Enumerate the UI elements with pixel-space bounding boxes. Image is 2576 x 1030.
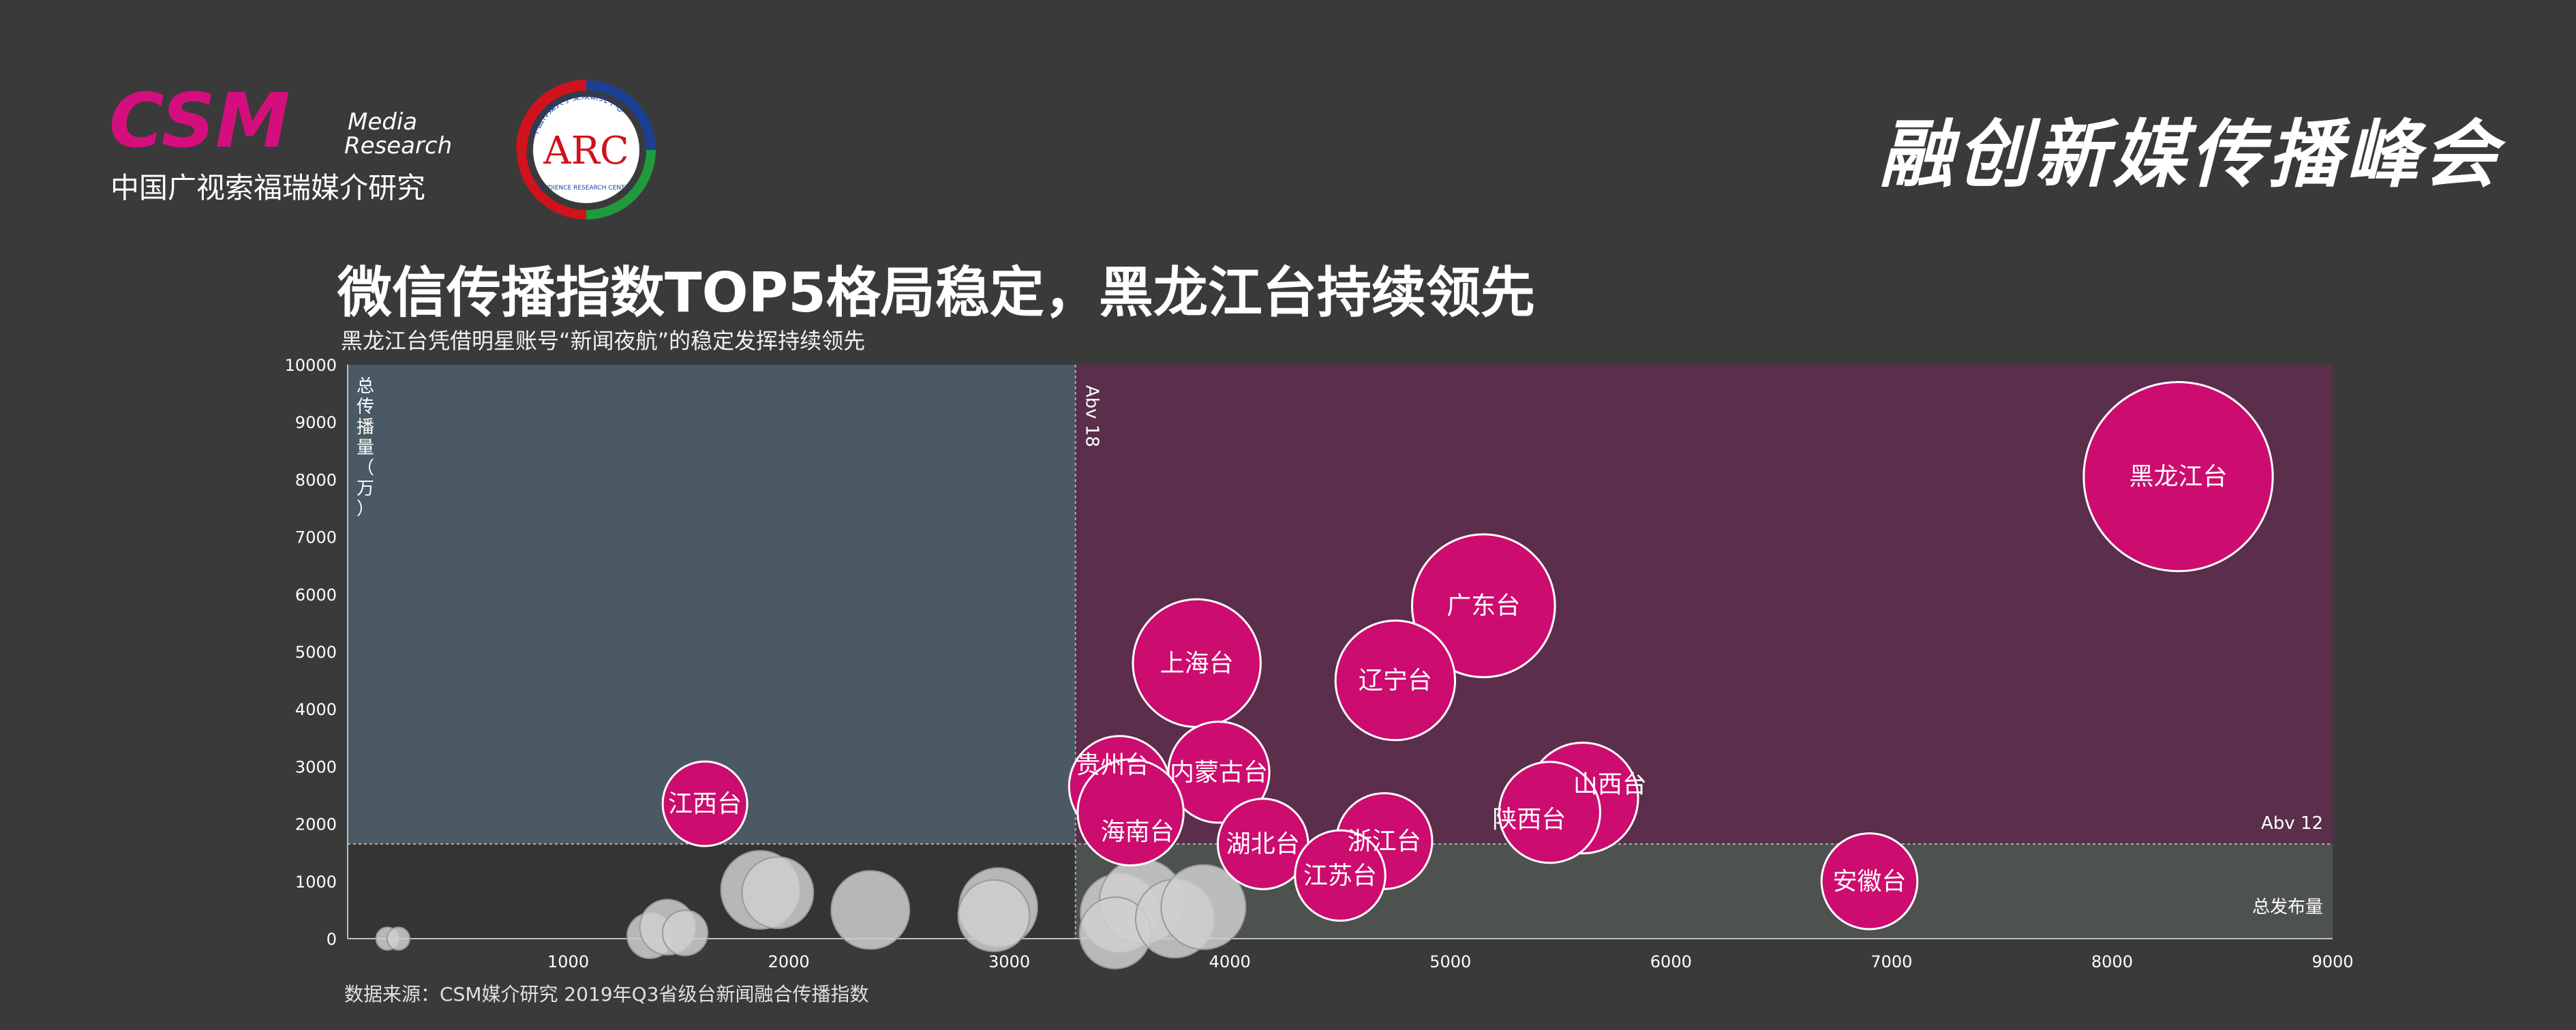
bubble-label: 安徽台 bbox=[1833, 868, 1907, 896]
arc-ring-text-bottom: AUDIENCE RESEARCH CENTER bbox=[540, 185, 633, 192]
quadrant-label-abv12: Abv 12 bbox=[2261, 813, 2323, 834]
x-tick-label: 3000 bbox=[988, 952, 1030, 971]
bubble-label: 湖北台 bbox=[1226, 830, 1300, 858]
y-axis-label-char: 播 bbox=[357, 417, 374, 438]
bubble-label: 贵州台 bbox=[1076, 751, 1149, 779]
chart-headline: 微信传播指数TOP5格局稳定，黑龙江台持续领先 bbox=[337, 261, 1535, 324]
y-axis-label-char: 传 bbox=[357, 397, 374, 417]
y-axis-label-char: （ bbox=[357, 458, 374, 479]
bubble-label: 浙江台 bbox=[1348, 828, 1421, 855]
arc-red-ring-lower bbox=[517, 149, 587, 219]
arc-red-ring bbox=[516, 80, 587, 151]
highlight-bubble bbox=[1294, 829, 1387, 922]
y-tick-label: 3000 bbox=[295, 757, 337, 776]
bubble-label: 黑龙江台 bbox=[2130, 463, 2228, 491]
x-tick-label: 1000 bbox=[547, 952, 589, 971]
source-note: 数据来源：CSM媒介研究 2019年Q3省级台新闻融合传播指数 bbox=[344, 983, 869, 1005]
arc-green-ring bbox=[586, 149, 656, 219]
unlabeled-bubble bbox=[741, 856, 815, 930]
y-tick-labels: 0 1000 2000 3000 4000 5000 6000 7000 8000 9000 100… bbox=[285, 356, 337, 949]
unlabeled-bubble bbox=[386, 926, 410, 951]
unlabeled-bubble bbox=[957, 879, 1031, 952]
y-tick-label: 9000 bbox=[295, 413, 337, 432]
bubble-label: 辽宁台 bbox=[1359, 667, 1432, 695]
quadrant-label-total-posts: 总发布量 bbox=[2252, 897, 2323, 918]
highlight-bubble bbox=[1820, 832, 1919, 930]
bubble-label: 内蒙古台 bbox=[1170, 759, 1268, 787]
arc-blue-ring bbox=[586, 80, 656, 151]
y-tick-label: 8000 bbox=[295, 470, 337, 489]
csm-media-text: Media bbox=[348, 108, 417, 136]
y-axis-label-char: 万 bbox=[357, 479, 374, 499]
bubble-label: 江苏台 bbox=[1303, 862, 1377, 890]
bubble-label: 广东台 bbox=[1446, 592, 1520, 620]
unlabeled-bubble bbox=[1160, 864, 1247, 950]
bubble-label: 上海台 bbox=[1160, 650, 1234, 678]
highlight-bubble bbox=[1411, 533, 1556, 678]
y-tick-label: 1000 bbox=[295, 873, 337, 892]
y-tick-label: 5000 bbox=[295, 643, 337, 662]
highlight-bubble bbox=[1334, 619, 1457, 742]
csm-media-research-logo: CSM Media Research 中国广视索福瑞媒介研究 bbox=[109, 82, 452, 205]
unlabeled-bubble bbox=[661, 909, 709, 956]
x-tick-label: 9000 bbox=[2312, 952, 2353, 971]
y-tick-label: 4000 bbox=[295, 700, 337, 719]
x-tick-label: 4000 bbox=[1209, 952, 1251, 971]
x-tick-label: 5000 bbox=[1429, 952, 1471, 971]
y-tick-label: 6000 bbox=[295, 586, 337, 605]
summit-title: 融创新媒传播峰会 bbox=[1879, 112, 2501, 198]
unlabeled-bubbles bbox=[375, 850, 1247, 969]
y-axis-label-char: 总 bbox=[357, 376, 374, 397]
arc-letters: ARC bbox=[543, 129, 628, 173]
bubble-label: 山西台 bbox=[1573, 771, 1647, 799]
y-axis-label-char: 量 bbox=[357, 438, 374, 458]
y-axis-label-char: ） bbox=[357, 499, 374, 519]
bubble-label: 海南台 bbox=[1101, 818, 1175, 846]
highlight-bubble bbox=[661, 760, 748, 847]
x-tick-label: 8000 bbox=[2091, 952, 2133, 971]
bubble-label: 陕西台 bbox=[1492, 806, 1566, 834]
y-tick-label: 0 bbox=[327, 930, 337, 949]
csm-research-text: Research bbox=[344, 132, 452, 160]
highlight-bubble bbox=[1498, 761, 1601, 864]
x-tick-label: 6000 bbox=[1650, 952, 1692, 971]
highlight-bubble bbox=[2082, 381, 2274, 573]
y-tick-label: 7000 bbox=[295, 528, 337, 547]
x-tick-labels: 1000 2000 3000 4000 5000 6000 7000 8000 9000 bbox=[547, 952, 2354, 971]
unlabeled-bubble bbox=[830, 870, 911, 950]
quadrant-label-abv18: Abv 18 bbox=[1082, 385, 1102, 447]
arc-logo: 中国传媒大学受众研究中心 ARC AUDIENCE RESEARCH CENTE… bbox=[516, 80, 656, 219]
arc-inner-disc bbox=[533, 97, 639, 203]
csm-wordmark: CSM bbox=[109, 82, 290, 164]
chart-subheadline: 黑龙江台凭借明星账号“新闻夜航”的稳定发挥持续领先 bbox=[341, 328, 866, 354]
y-tick-label: 10000 bbox=[285, 356, 337, 375]
csm-chinese-name: 中国广视索福瑞媒介研究 bbox=[110, 171, 425, 205]
x-tick-label: 7000 bbox=[1870, 952, 1912, 971]
x-tick-label: 2000 bbox=[768, 952, 810, 971]
bubble-label: 江西台 bbox=[668, 790, 742, 818]
highlight-bubble bbox=[1076, 758, 1185, 866]
y-tick-label: 2000 bbox=[295, 815, 337, 834]
quadrant-bottom-left bbox=[348, 844, 1076, 939]
